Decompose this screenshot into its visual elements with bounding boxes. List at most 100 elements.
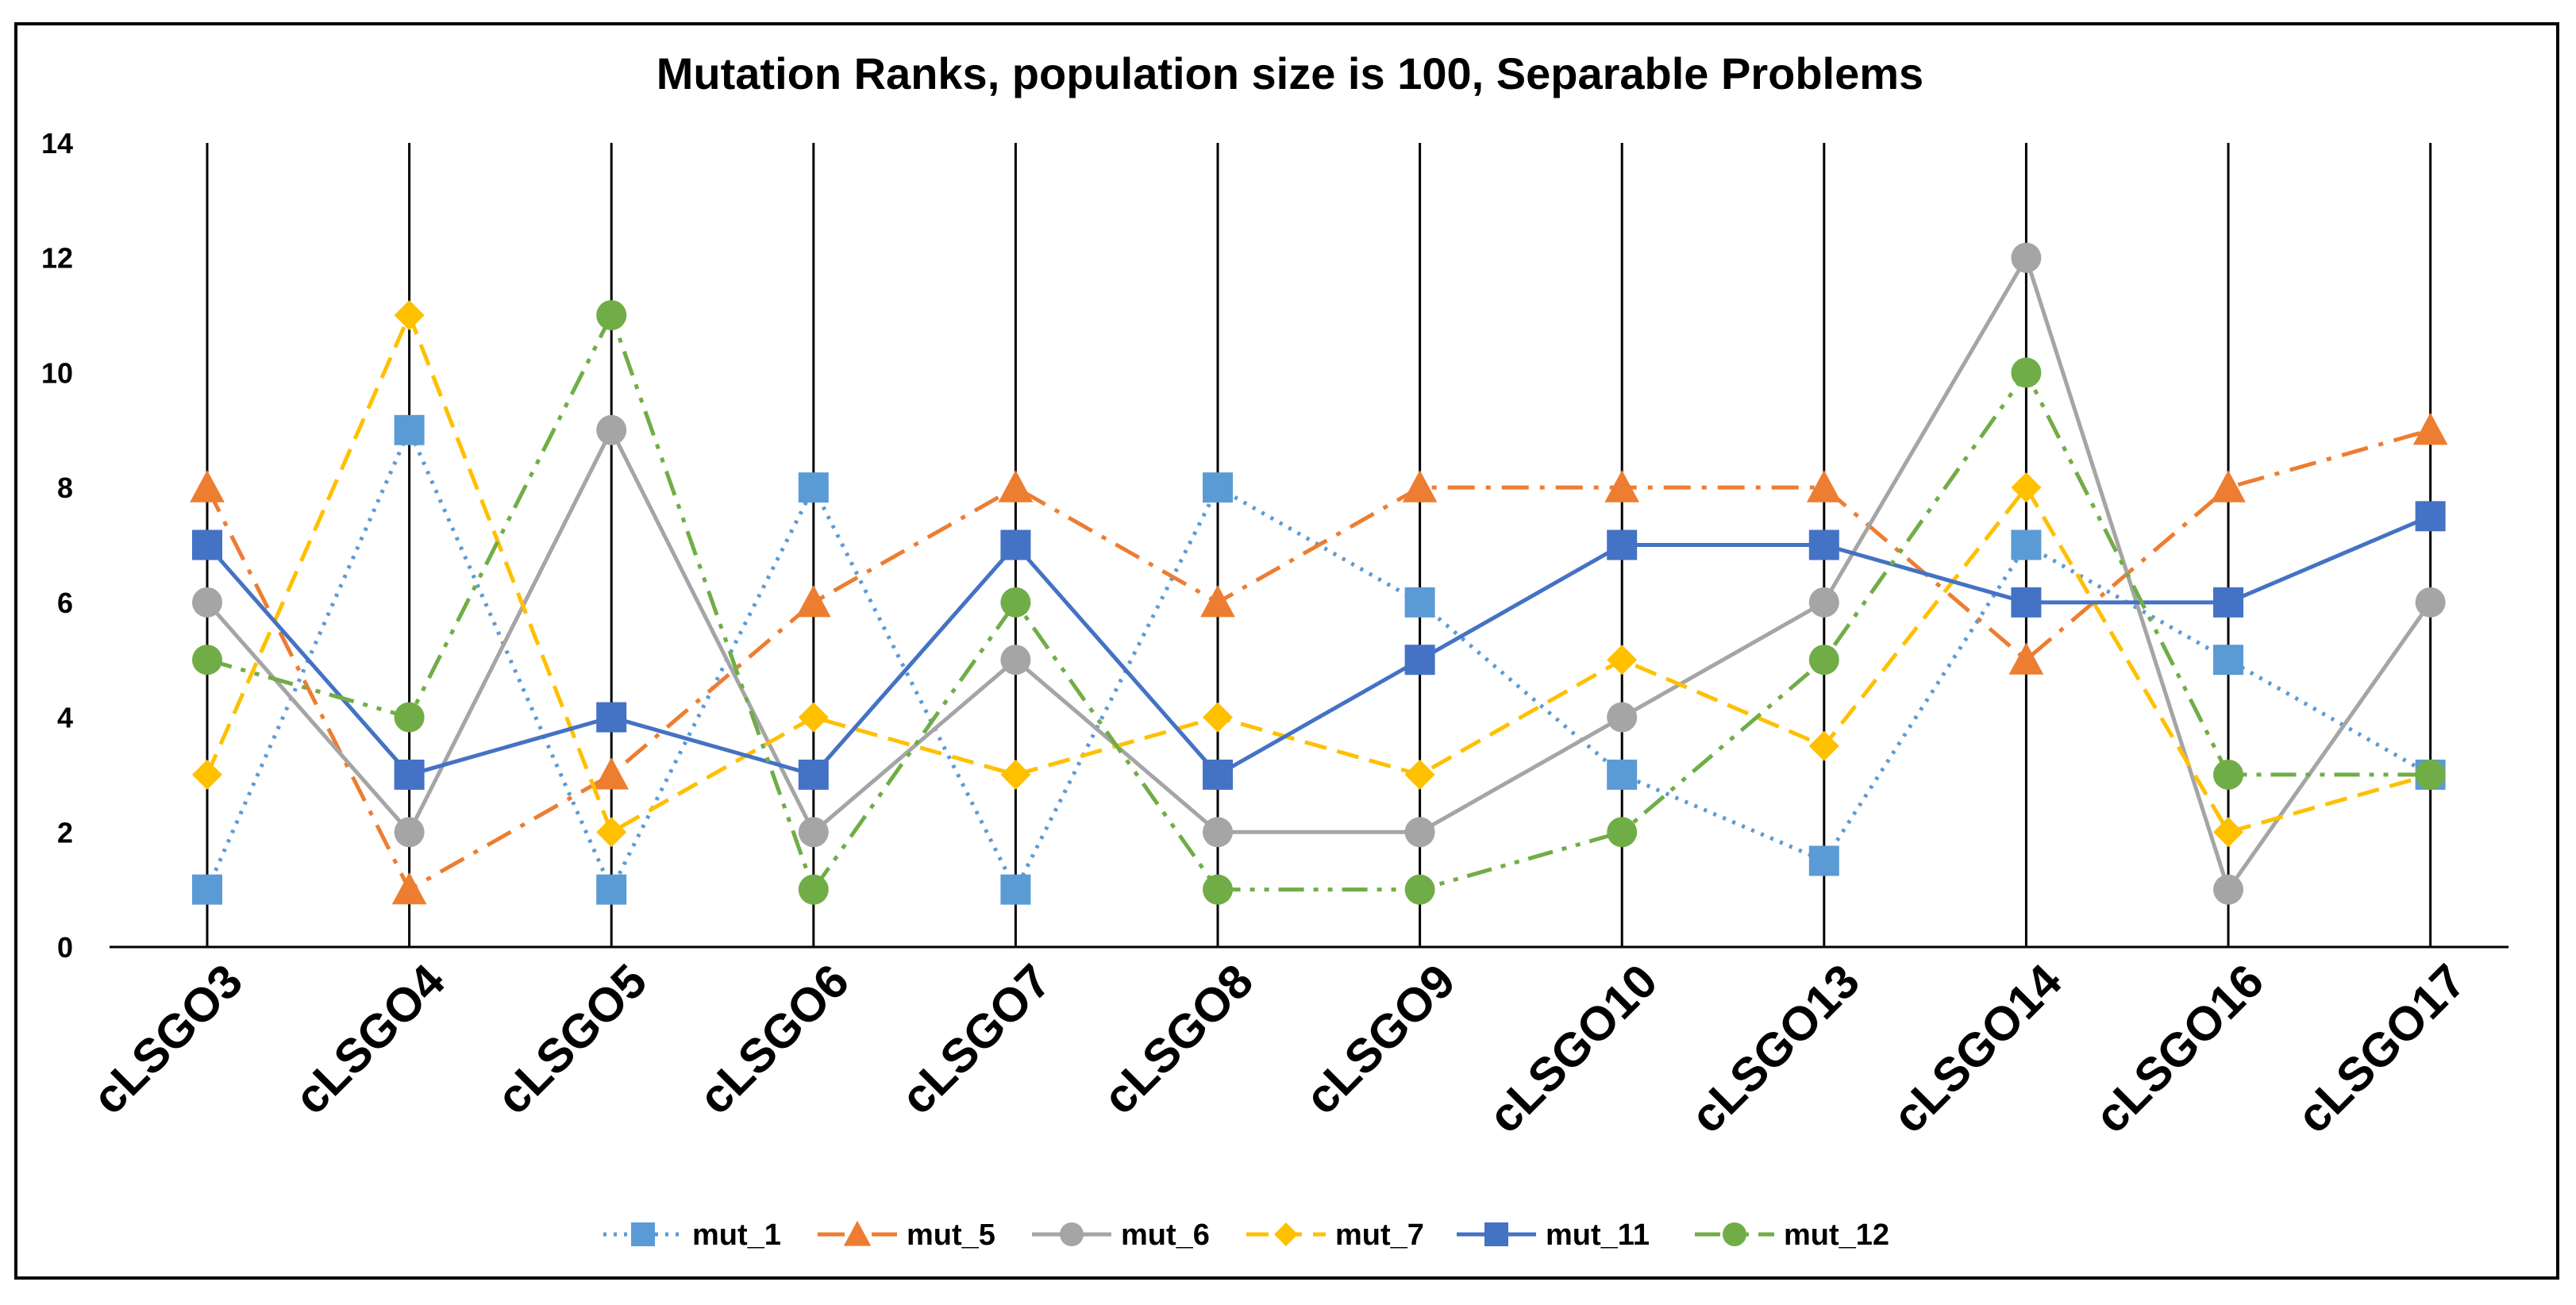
point-mut_5-cLSGO7 [998, 470, 1034, 502]
y-tick-label-4: 4 [57, 702, 73, 734]
point-mut_7-cLSGO8 [1203, 702, 1233, 733]
point-mut_5-cLSGO16 [2211, 470, 2246, 502]
point-mut_12-cLSGO17 [2415, 759, 2446, 790]
y-axis: 0 2 4 6 8 10 12 14 [41, 127, 73, 964]
point-mut_11-cLSGO7 [1000, 529, 1031, 560]
chart-border [14, 22, 2559, 1280]
legend-item-mut_6: mut_6 [1032, 1218, 1210, 1252]
series-line-mut_12 [206, 313, 2431, 892]
point-mut_5-cLSGO10 [1604, 470, 1640, 502]
point-mut_7-cLSGO6 [798, 702, 829, 733]
point-mut_6-cLSGO6 [798, 817, 829, 848]
legend-marker-mut_12 [1723, 1222, 1746, 1246]
y-tick-label-0: 0 [57, 931, 73, 964]
point-mut_1-cLSGO7 [1000, 874, 1031, 905]
point-mut_11-cLSGO17 [2415, 501, 2446, 532]
point-mut_7-cLSGO9 [1404, 759, 1435, 790]
series-mut_11 [192, 501, 2446, 790]
point-mut_7-cLSGO4 [394, 300, 425, 331]
series-line-mut_1 [205, 428, 2432, 892]
point-mut_5-cLSGO8 [1200, 585, 1235, 618]
y-tick-label-12: 12 [41, 242, 73, 275]
point-mut_6-cLSGO5 [596, 414, 627, 445]
point-mut_7-cLSGO7 [1000, 759, 1031, 790]
y-tick-label-2: 2 [57, 816, 73, 849]
legend-item-mut_7: mut_7 [1246, 1218, 1424, 1252]
series-mut_7 [192, 300, 2446, 848]
point-mut_6-cLSGO8 [1203, 817, 1233, 848]
point-mut_6-cLSGO10 [1607, 702, 1638, 733]
point-mut_11-cLSGO10 [1607, 529, 1638, 560]
chart-title: Mutation Ranks, population size is 100, … [657, 48, 1923, 98]
point-mut_7-cLSGO5 [596, 817, 627, 848]
legend-item-mut_5: mut_5 [818, 1218, 995, 1252]
point-mut_11-cLSGO9 [1404, 645, 1435, 676]
point-mut_11-cLSGO14 [2011, 587, 2042, 618]
point-mut_7-cLSGO10 [1607, 645, 1638, 676]
legend-label-mut_12: mut_12 [1784, 1218, 1889, 1252]
point-mut_12-cLSGO7 [1000, 587, 1031, 618]
legend-marker-mut_7 [1274, 1222, 1298, 1246]
point-mut_11-cLSGO13 [1808, 529, 1839, 560]
y-tick-label-8: 8 [57, 472, 73, 504]
point-mut_11-cLSGO6 [798, 759, 829, 790]
point-mut_1-cLSGO10 [1607, 759, 1638, 790]
y-tick-label-10: 10 [41, 356, 73, 389]
point-mut_5-cLSGO14 [2008, 642, 2044, 675]
legend-item-mut_1: mut_1 [603, 1218, 781, 1252]
point-mut_1-cLSGO8 [1203, 472, 1233, 503]
legend: mut_1 mut_5 mut_6 mut_7 mut_11 mut_12 [603, 1218, 1889, 1252]
legend-label-mut_6: mut_6 [1121, 1218, 1210, 1252]
legend-marker-mut_6 [1060, 1222, 1084, 1246]
point-mut_1-cLSGO14 [2011, 529, 2042, 560]
point-mut_5-cLSGO5 [594, 757, 630, 790]
point-mut_1-cLSGO13 [1808, 845, 1839, 876]
series-line-mut_7 [205, 313, 2432, 834]
point-mut_6-cLSGO7 [1000, 645, 1031, 676]
point-mut_1-cLSGO5 [596, 874, 627, 905]
series-group [190, 242, 2448, 905]
legend-label-mut_1: mut_1 [692, 1218, 781, 1252]
legend-marker-mut_5 [843, 1220, 872, 1246]
point-mut_5-cLSGO3 [190, 470, 225, 502]
point-mut_12-cLSGO10 [1607, 817, 1638, 848]
legend-label-mut_5: mut_5 [907, 1218, 995, 1252]
y-tick-label-14: 14 [41, 127, 73, 160]
point-mut_11-cLSGO4 [394, 759, 425, 790]
point-mut_1-cLSGO9 [1404, 587, 1435, 618]
point-mut_6-cLSGO13 [1808, 587, 1839, 618]
point-mut_7-cLSGO3 [192, 759, 222, 790]
legend-label-mut_11: mut_11 [1546, 1218, 1650, 1252]
legend-marker-mut_11 [1484, 1222, 1508, 1246]
legend-item-mut_12: mut_12 [1695, 1218, 1889, 1252]
point-mut_5-cLSGO6 [795, 585, 831, 618]
y-tick-label-6: 6 [57, 587, 73, 619]
series-mut_1 [192, 414, 2446, 905]
point-mut_7-cLSGO13 [1808, 730, 1839, 761]
legend-label-mut_7: mut_7 [1335, 1218, 1424, 1252]
point-mut_11-cLSGO8 [1203, 759, 1233, 790]
point-mut_12-cLSGO8 [1203, 874, 1233, 905]
point-mut_1-cLSGO6 [798, 472, 829, 503]
point-mut_5-cLSGO13 [1806, 470, 1842, 502]
point-mut_11-cLSGO5 [596, 702, 627, 733]
point-mut_6-cLSGO14 [2011, 242, 2042, 273]
point-mut_1-cLSGO3 [192, 874, 222, 905]
series-line-mut_5 [205, 428, 2432, 892]
point-mut_1-cLSGO4 [394, 414, 425, 445]
legend-marker-mut_1 [631, 1222, 655, 1246]
point-mut_6-cLSGO17 [2415, 587, 2446, 618]
point-mut_1-cLSGO16 [2213, 645, 2243, 676]
point-mut_12-cLSGO4 [394, 702, 425, 733]
point-mut_7-cLSGO14 [2011, 472, 2042, 503]
series-mut_12 [192, 300, 2446, 905]
point-mut_12-cLSGO6 [798, 874, 829, 905]
series-mut_5 [190, 412, 2448, 905]
point-mut_6-cLSGO4 [394, 817, 425, 848]
point-mut_12-cLSGO13 [1808, 645, 1839, 676]
series-line-mut_11 [206, 514, 2432, 777]
point-mut_5-cLSGO9 [1402, 470, 1438, 502]
point-mut_7-cLSGO16 [2213, 817, 2243, 848]
